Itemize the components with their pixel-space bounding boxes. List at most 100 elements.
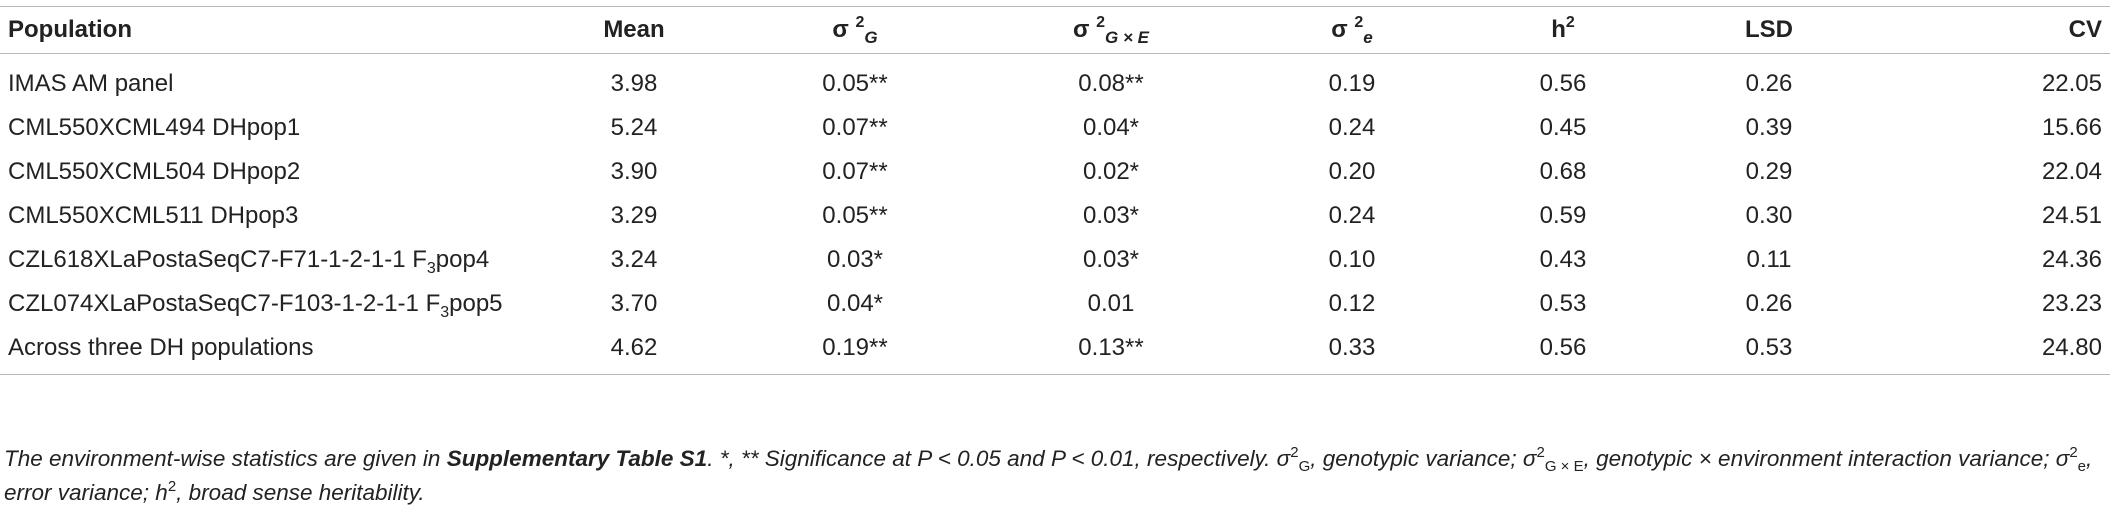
footnote-text-4: , genotypic × environment interaction va…: [1583, 446, 2070, 471]
variance-components-table: Population Mean σ 2G σ 2G × E σ 2e h2 LS…: [0, 6, 2110, 375]
header-lsd: LSD: [1666, 6, 1872, 54]
population-suffix: pop5: [449, 290, 503, 317]
cell-sigma-e: 0.20: [1328, 158, 1376, 185]
cell-cv: 24.80: [1872, 326, 2110, 375]
cell-mean: 5.24: [610, 114, 658, 141]
cell-sigma-gxe: 0.02*: [1082, 158, 1140, 185]
population-name: CML550XCML511 DHpop3: [8, 202, 299, 229]
cell-lsd: 0.39: [1745, 114, 1793, 141]
cell-lsd: 0.29: [1745, 158, 1793, 185]
cell-mean: 4.62: [536, 326, 732, 375]
header-cv: CV: [1872, 6, 2110, 54]
cell-sigma-gxe: 0.03*: [1082, 246, 1140, 273]
cell-h2: 0.53: [1539, 290, 1587, 317]
table-row: IMAS AM panel 3.98 0.05** 0.08** 0.19 0.56 0.2…: [0, 54, 2110, 107]
cell-h2: 0.43: [1539, 246, 1587, 273]
footnote-sup: 2: [1290, 444, 1299, 461]
superscript-2: 2: [1565, 14, 1575, 31]
subscript-gxe: G × E: [1105, 28, 1149, 47]
cell-sigma-gxe: 0.03*: [1082, 202, 1140, 229]
footnote-sup: 2: [1536, 444, 1545, 461]
footnote-text-6: , broad sense heritability.: [176, 480, 425, 505]
cell-lsd: 0.11: [1746, 246, 1792, 273]
cell-sigma-g: 0.04*: [826, 290, 884, 317]
cell-h2: 0.59: [1539, 202, 1587, 229]
cell-cv: 22.04: [2041, 158, 2102, 185]
population-name: CML550XCML504 DHpop2: [8, 158, 301, 185]
cell-population: CZL074XLaPostaSeqC7-F103-1-2-1-1 F3pop5: [0, 282, 536, 326]
footnote-text-3: , genotypic variance; σ: [1310, 446, 1537, 471]
cell-sigma-g: 0.07**: [822, 114, 888, 141]
cell-cv: 22.05: [2041, 70, 2102, 97]
cell-lsd: 0.26: [1745, 290, 1793, 317]
population-suffix: pop4: [435, 246, 490, 273]
footnote-sub: G: [1298, 458, 1311, 475]
table-footnote: The environment-wise statistics are give…: [4, 443, 2110, 511]
header-sigma-gxe: σ 2G × E: [978, 6, 1244, 54]
cell-sigma-e: 0.10: [1328, 246, 1376, 273]
population-name: CML550XCML494 DHpop1: [8, 114, 301, 141]
cell-lsd: 0.53: [1666, 326, 1872, 375]
header-mean: Mean: [536, 6, 732, 54]
footnote-sub: G × E: [1544, 458, 1584, 475]
population-subscript: 3: [440, 304, 450, 321]
cell-sigma-g: 0.05**: [822, 70, 888, 97]
header-h2: h2: [1460, 6, 1666, 54]
superscript-2: 2: [855, 14, 865, 31]
footnote-text-5: , error variance; h: [4, 446, 2093, 505]
subscript-e: e: [1363, 28, 1373, 47]
cell-sigma-e: 0.12: [1328, 290, 1376, 317]
sigma-symbol: σ: [832, 16, 849, 43]
superscript-2: 2: [1354, 14, 1364, 31]
cell-sigma-gxe: 0.13**: [978, 326, 1244, 375]
cell-sigma-g: 0.19**: [732, 326, 978, 375]
header-sigma-e: σ 2e: [1244, 6, 1460, 54]
cell-population: CML550XCML504 DHpop2: [0, 150, 536, 194]
table-row: CML550XCML504 DHpop2 3.90 0.07** 0.02* 0.20 0…: [0, 150, 2110, 194]
cell-sigma-e: 0.24: [1328, 114, 1376, 141]
footnote-sup: 2: [167, 478, 177, 495]
cell-sigma-gxe: 0.04*: [1082, 114, 1140, 141]
cell-cv: 24.36: [2041, 246, 2102, 273]
cell-h2: 0.68: [1539, 158, 1587, 185]
cell-sigma-g: 0.03*: [826, 246, 884, 273]
cell-sigma-e: 0.33: [1244, 326, 1460, 375]
footnote-text-1: The environment-wise statistics are give…: [4, 446, 447, 471]
sigma-symbol: σ: [1331, 16, 1348, 43]
cell-cv: 15.66: [2041, 114, 2102, 141]
h-symbol: h: [1551, 16, 1566, 43]
footnote-sup: 2: [2069, 444, 2078, 461]
cell-sigma-gxe: 0.01: [1087, 290, 1135, 317]
footnote-text-2: . *, ** Significance at P < 0.05 and P <…: [707, 446, 1291, 471]
table-row: CZL074XLaPostaSeqC7-F103-1-2-1-1 F3pop5 3…: [0, 282, 2110, 326]
cell-sigma-e: 0.19: [1328, 70, 1376, 97]
cell-mean: 3.70: [610, 290, 658, 317]
population-subscript: 3: [426, 260, 436, 277]
cell-mean: 3.29: [610, 202, 658, 229]
supplementary-table-ref: Supplementary Table S1: [446, 446, 708, 471]
cell-population: CML550XCML511 DHpop3: [0, 194, 536, 238]
header-row: Population Mean σ 2G σ 2G × E σ 2e h2 LS…: [0, 6, 2110, 54]
cell-lsd: 0.30: [1745, 202, 1793, 229]
cell-cv: 24.51: [2041, 202, 2102, 229]
population-name: Across three DH populations: [8, 334, 314, 361]
cell-population: IMAS AM panel: [0, 54, 536, 107]
subscript-g: G: [864, 28, 878, 47]
cell-mean: 3.90: [610, 158, 658, 185]
cell-mean: 3.98: [610, 70, 658, 97]
cell-sigma-e: 0.24: [1328, 202, 1376, 229]
table-row: CML550XCML494 DHpop1 5.24 0.07** 0.04* 0.24 0…: [0, 106, 2110, 150]
footnote-sub: e: [2077, 458, 2086, 475]
cell-sigma-g: 0.05**: [822, 202, 888, 229]
cell-h2: 0.45: [1539, 114, 1587, 141]
cell-h2: 0.56: [1460, 326, 1666, 375]
population-name: IMAS AM panel: [8, 70, 174, 97]
population-name: CZL074XLaPostaSeqC7-F103-1-2-1-1 F: [8, 290, 441, 317]
cell-lsd: 0.26: [1745, 70, 1793, 97]
cell-population: CML550XCML494 DHpop1: [0, 106, 536, 150]
table-row: CZL618XLaPostaSeqC7-F71-1-2-1-1 F3pop4 3.…: [0, 238, 2110, 282]
cell-sigma-g: 0.07**: [822, 158, 888, 185]
cell-cv: 23.23: [2041, 290, 2102, 317]
header-population: Population: [0, 6, 536, 54]
